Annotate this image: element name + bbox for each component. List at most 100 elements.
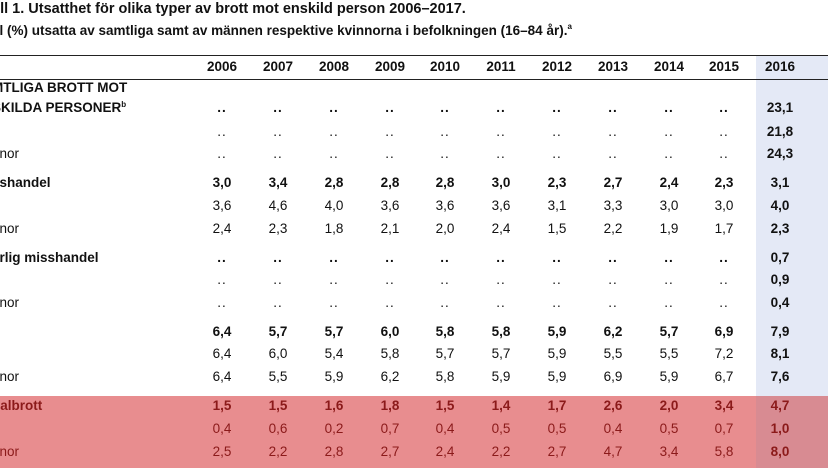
table-cell: 5,7 — [659, 324, 679, 339]
table-cell: 2,8 — [324, 175, 344, 190]
row-label: ualbrott — [0, 398, 43, 413]
table-cell: 5,8 — [380, 346, 400, 361]
table-cell: 1,7 — [714, 221, 734, 236]
table-cell: 6,2 — [380, 369, 400, 384]
table-cell: 0,5 — [547, 421, 567, 436]
table-cell: 7,6 — [770, 369, 790, 384]
table-cell: 4,0 — [324, 198, 344, 213]
year-header-2: 2008 — [318, 59, 350, 74]
table-cell: 1,5 — [268, 398, 288, 413]
table-cell: 2,4 — [659, 175, 679, 190]
table-cell: 5,8 — [435, 369, 455, 384]
row-label: nnor — [0, 146, 20, 161]
table-cell: .. — [385, 272, 395, 287]
table-cell: 23,1 — [766, 100, 794, 115]
table-cell: .. — [496, 250, 506, 265]
table-cell: 0,5 — [659, 421, 679, 436]
table-cell: .. — [440, 100, 450, 115]
table-cell: 0,4 — [212, 421, 232, 436]
table-cell: 0,7 — [714, 421, 734, 436]
table-cell: 2 — [808, 100, 828, 115]
table-cell: 1,9 — [659, 221, 679, 236]
table-cell: 1,6 — [324, 398, 344, 413]
table-cell: .. — [552, 295, 562, 310]
table-cell: 2,1 — [380, 221, 400, 236]
table-cell: 3,6 — [380, 198, 400, 213]
row-label: SKILDA PERSONERb — [0, 100, 127, 115]
table-cell: 3,6 — [435, 198, 455, 213]
table-cell: 8,1 — [770, 346, 790, 361]
table-cell: .. — [329, 250, 339, 265]
table-cell: .. — [440, 146, 450, 161]
table-cell: 5,8 — [435, 324, 455, 339]
year-header-7: 2013 — [597, 59, 629, 74]
table-cell: .. — [273, 295, 283, 310]
table-cell: .. — [664, 124, 674, 139]
table-cell: .. — [496, 100, 506, 115]
table-cell: .. — [385, 100, 395, 115]
table-cell: .. — [273, 272, 283, 287]
table-cell: 5,7 — [491, 346, 511, 361]
table-cell: 1,0 — [770, 421, 790, 436]
table-cell: .. — [608, 295, 618, 310]
table-cell: 5,4 — [324, 346, 344, 361]
year-header-10: 2016 — [764, 59, 796, 74]
table-cell: 24,3 — [766, 146, 794, 161]
table-cell: 2,0 — [659, 398, 679, 413]
table-cell: .. — [719, 124, 729, 139]
table-cell: 3,0 — [491, 175, 511, 190]
table-cell: 2,2 — [491, 444, 511, 459]
table-cell: 0,9 — [770, 272, 790, 287]
table-title: ell 1. Utsatthet för olika typer av brot… — [0, 1, 466, 17]
table-cell: 5,7 — [268, 324, 288, 339]
table-cell: 2,5 — [212, 444, 232, 459]
table-cell: 0,6 — [268, 421, 288, 436]
table-cell: .. — [440, 250, 450, 265]
table-cell: .. — [217, 100, 227, 115]
table-cell: 0,5 — [491, 421, 511, 436]
table-cell: .. — [608, 124, 618, 139]
table-cell: .. — [440, 295, 450, 310]
table-cell: 2,4 — [435, 444, 455, 459]
table-cell: .. — [385, 146, 395, 161]
table-cell: 5,9 — [324, 369, 344, 384]
table-cell: .. — [664, 146, 674, 161]
table-cell: 1,8 — [324, 221, 344, 236]
table-cell: 2,8 — [324, 444, 344, 459]
table-cell: .. — [608, 250, 618, 265]
table-cell: 7,9 — [770, 324, 790, 339]
table-cell: .. — [664, 272, 674, 287]
table-cell: .. — [217, 295, 227, 310]
table-cell: 2,7 — [603, 175, 623, 190]
table-cell: 4,6 — [268, 198, 288, 213]
table-cell: .. — [496, 124, 506, 139]
table-cell: 4,0 — [770, 198, 790, 213]
table-cell: .. — [719, 100, 729, 115]
table-cell: .. — [217, 146, 227, 161]
table-caption: ell 1. Utsatthet för olika typer av brot… — [0, 0, 828, 56]
table-cell: 2,3 — [714, 175, 734, 190]
table-cell: .. — [552, 272, 562, 287]
table-cell: .. — [217, 124, 227, 139]
table-cell: .. — [552, 250, 562, 265]
table-cell: .. — [329, 124, 339, 139]
year-header-3: 2009 — [374, 59, 406, 74]
table-cell: 2,6 — [603, 398, 623, 413]
table-cell: .. — [496, 272, 506, 287]
table-cell: 6,9 — [714, 324, 734, 339]
table-cell: 2,7 — [547, 444, 567, 459]
table-cell: .. — [608, 272, 618, 287]
table-cell: .. — [552, 100, 562, 115]
table-cell: 5,9 — [547, 324, 567, 339]
table-cell: 6,4 — [212, 346, 232, 361]
row-label: nnor — [0, 369, 20, 384]
table-cell: 6,2 — [603, 324, 623, 339]
table-cell: .. — [719, 250, 729, 265]
table-cell: .. — [329, 146, 339, 161]
year-header-0: 2006 — [206, 59, 238, 74]
table-cell: 3,4 — [659, 444, 679, 459]
row-label: MTLIGA BROTT MOT — [0, 80, 128, 95]
footnote-marker: b — [121, 100, 127, 109]
table-cell: .. — [273, 124, 283, 139]
table-cell: 3,0 — [212, 175, 232, 190]
